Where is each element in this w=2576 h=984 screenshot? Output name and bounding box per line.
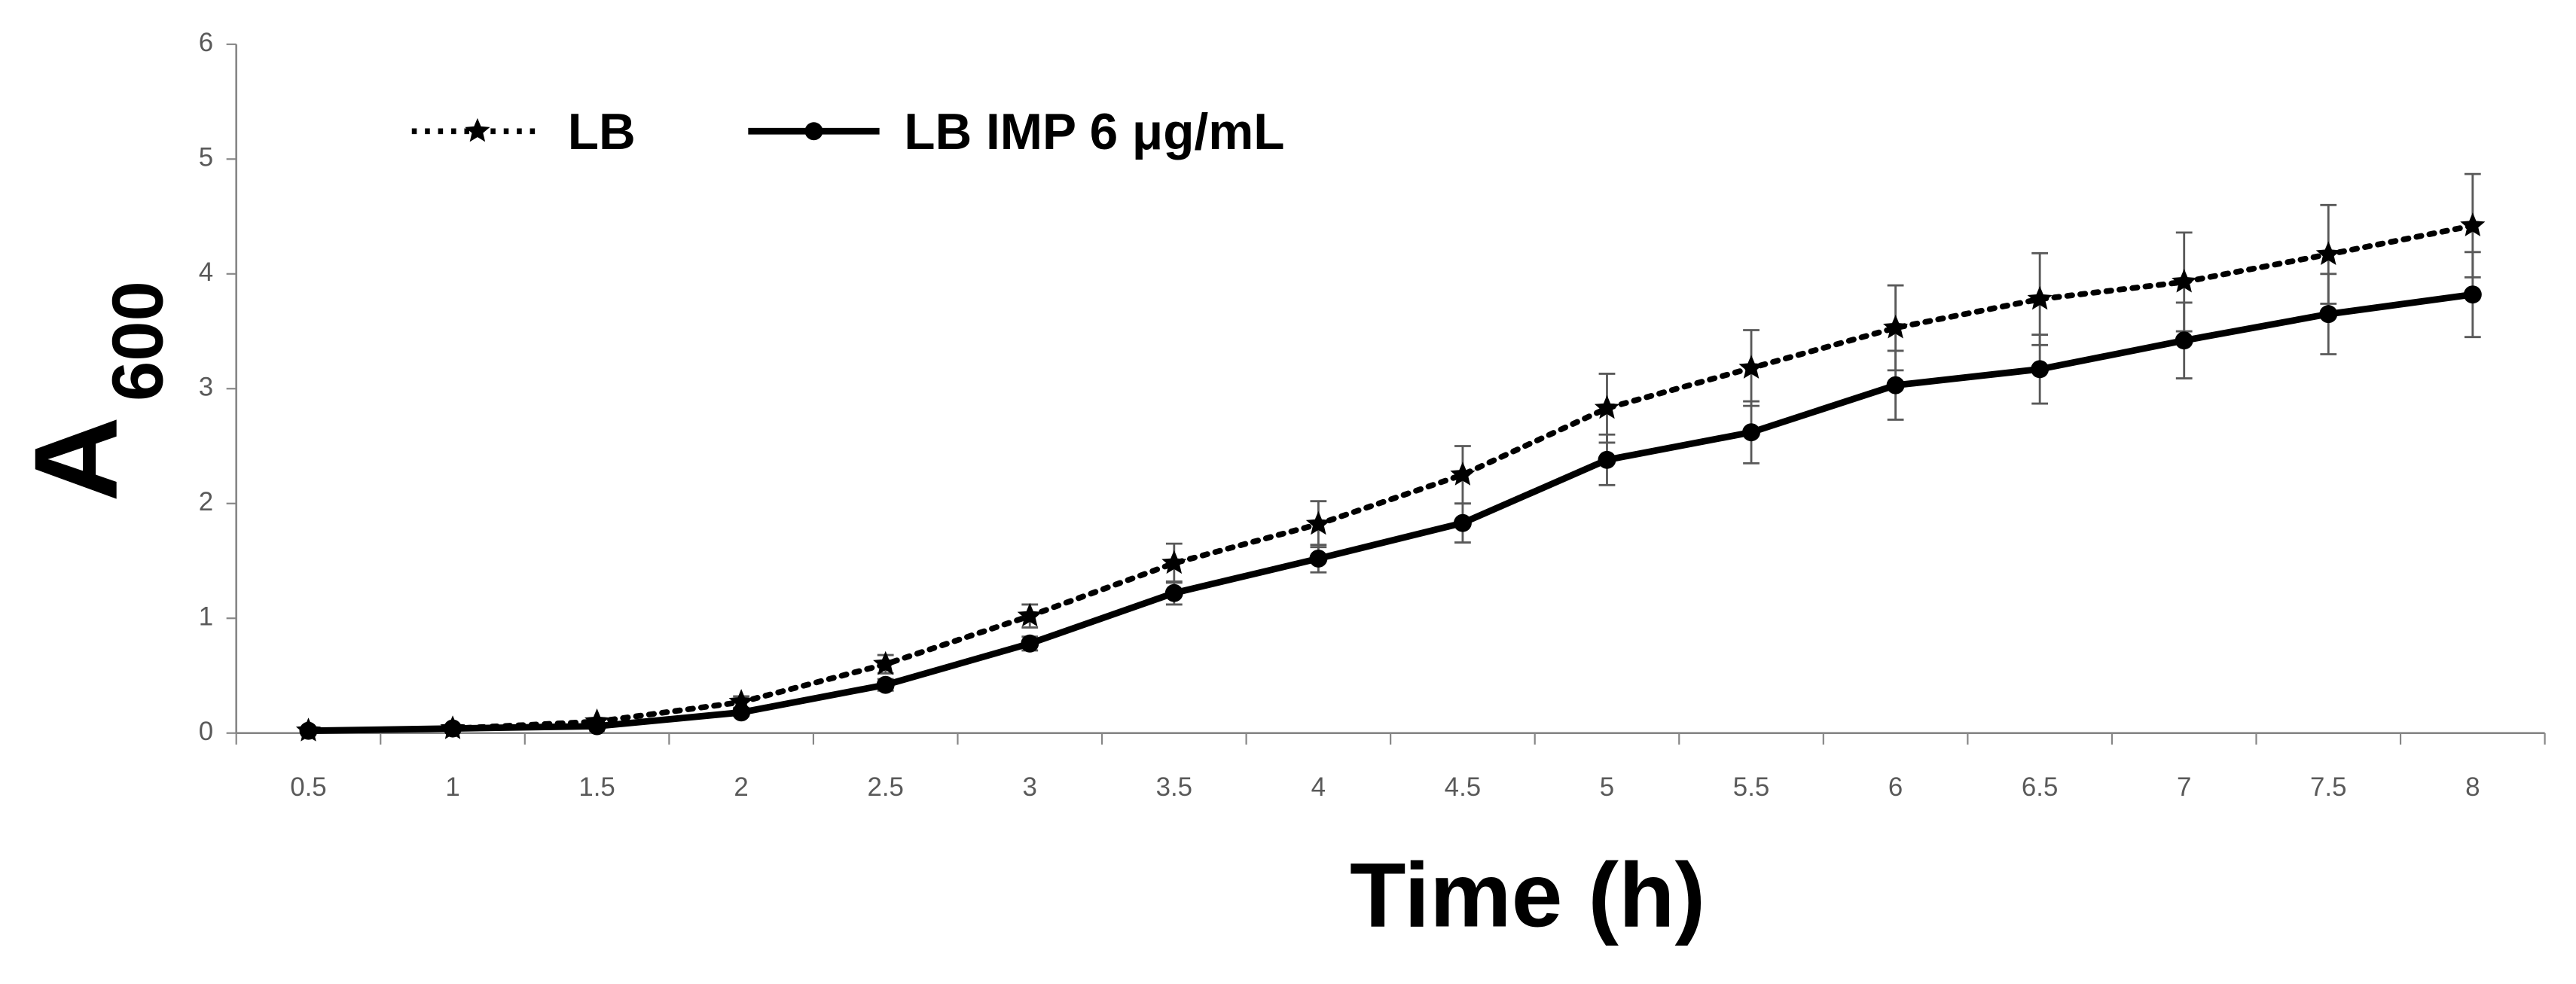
x-tick-label: 4.5 (1445, 772, 1481, 802)
x-tick-label: 2 (734, 772, 748, 802)
series-line (305, 222, 2476, 734)
x-tick-label: 1 (445, 772, 459, 802)
x-tick-label: 0.5 (290, 772, 326, 802)
y-tick-label: 3 (199, 372, 213, 401)
marker (1883, 315, 1909, 339)
marker (465, 117, 490, 142)
x-tick-label: 8 (2465, 772, 2480, 802)
marker (1453, 513, 1472, 532)
marker (1021, 634, 1039, 653)
y-tick-label: 0 (199, 717, 213, 746)
x-tick-label: 5.5 (1733, 772, 1769, 802)
x-tick-label: 1.5 (578, 772, 615, 802)
marker (804, 122, 823, 141)
marker (1598, 450, 1616, 469)
legend-label: LB (568, 104, 636, 160)
y-axis-title: A 600 (11, 281, 179, 501)
x-tick-label: 3.5 (1156, 772, 1192, 802)
marker (876, 675, 895, 694)
marker (1309, 549, 1328, 568)
x-tick-label: 7 (2177, 772, 2191, 802)
marker (1594, 395, 1620, 419)
x-tick-label: 2.5 (867, 772, 903, 802)
marker (1161, 550, 1187, 574)
marker (1886, 376, 1905, 395)
marker (2027, 285, 2053, 310)
marker (1742, 423, 1761, 442)
marker (732, 703, 751, 722)
series-line (308, 291, 2474, 735)
marker (1164, 583, 1183, 602)
y-tick-label: 2 (199, 487, 213, 516)
marker (2463, 285, 2482, 304)
marker (1017, 602, 1042, 627)
x-axis-title: Time (h) (1350, 843, 1705, 946)
y-axis-title-sub: 600 (98, 281, 179, 401)
x-tick-label: 4 (1311, 772, 1326, 802)
legend-label: LB IMP 6 μg/mL (904, 104, 1284, 160)
marker (2319, 305, 2338, 324)
x-tick-label: 7.5 (2310, 772, 2346, 802)
y-tick-label: 4 (199, 257, 213, 287)
x-tick-label: 5 (1600, 772, 1614, 802)
marker (2315, 241, 2341, 265)
marker (2175, 331, 2193, 350)
marker (873, 650, 899, 675)
marker (588, 717, 606, 736)
marker (444, 719, 462, 738)
y-tick-label: 1 (199, 602, 213, 631)
marker (2460, 212, 2486, 236)
x-tick-label: 6 (1888, 772, 1903, 802)
marker (2172, 269, 2197, 293)
x-tick-label: 6.5 (2022, 772, 2058, 802)
y-tick-label: 5 (199, 143, 213, 172)
marker (1738, 355, 1764, 379)
marker (299, 721, 318, 740)
marker (1305, 510, 1331, 535)
marker (2031, 360, 2050, 379)
marker (1450, 462, 1476, 486)
y-axis-title-main: A (11, 416, 142, 501)
x-tick-label: 3 (1023, 772, 1037, 802)
y-tick-label: 6 (199, 28, 213, 57)
